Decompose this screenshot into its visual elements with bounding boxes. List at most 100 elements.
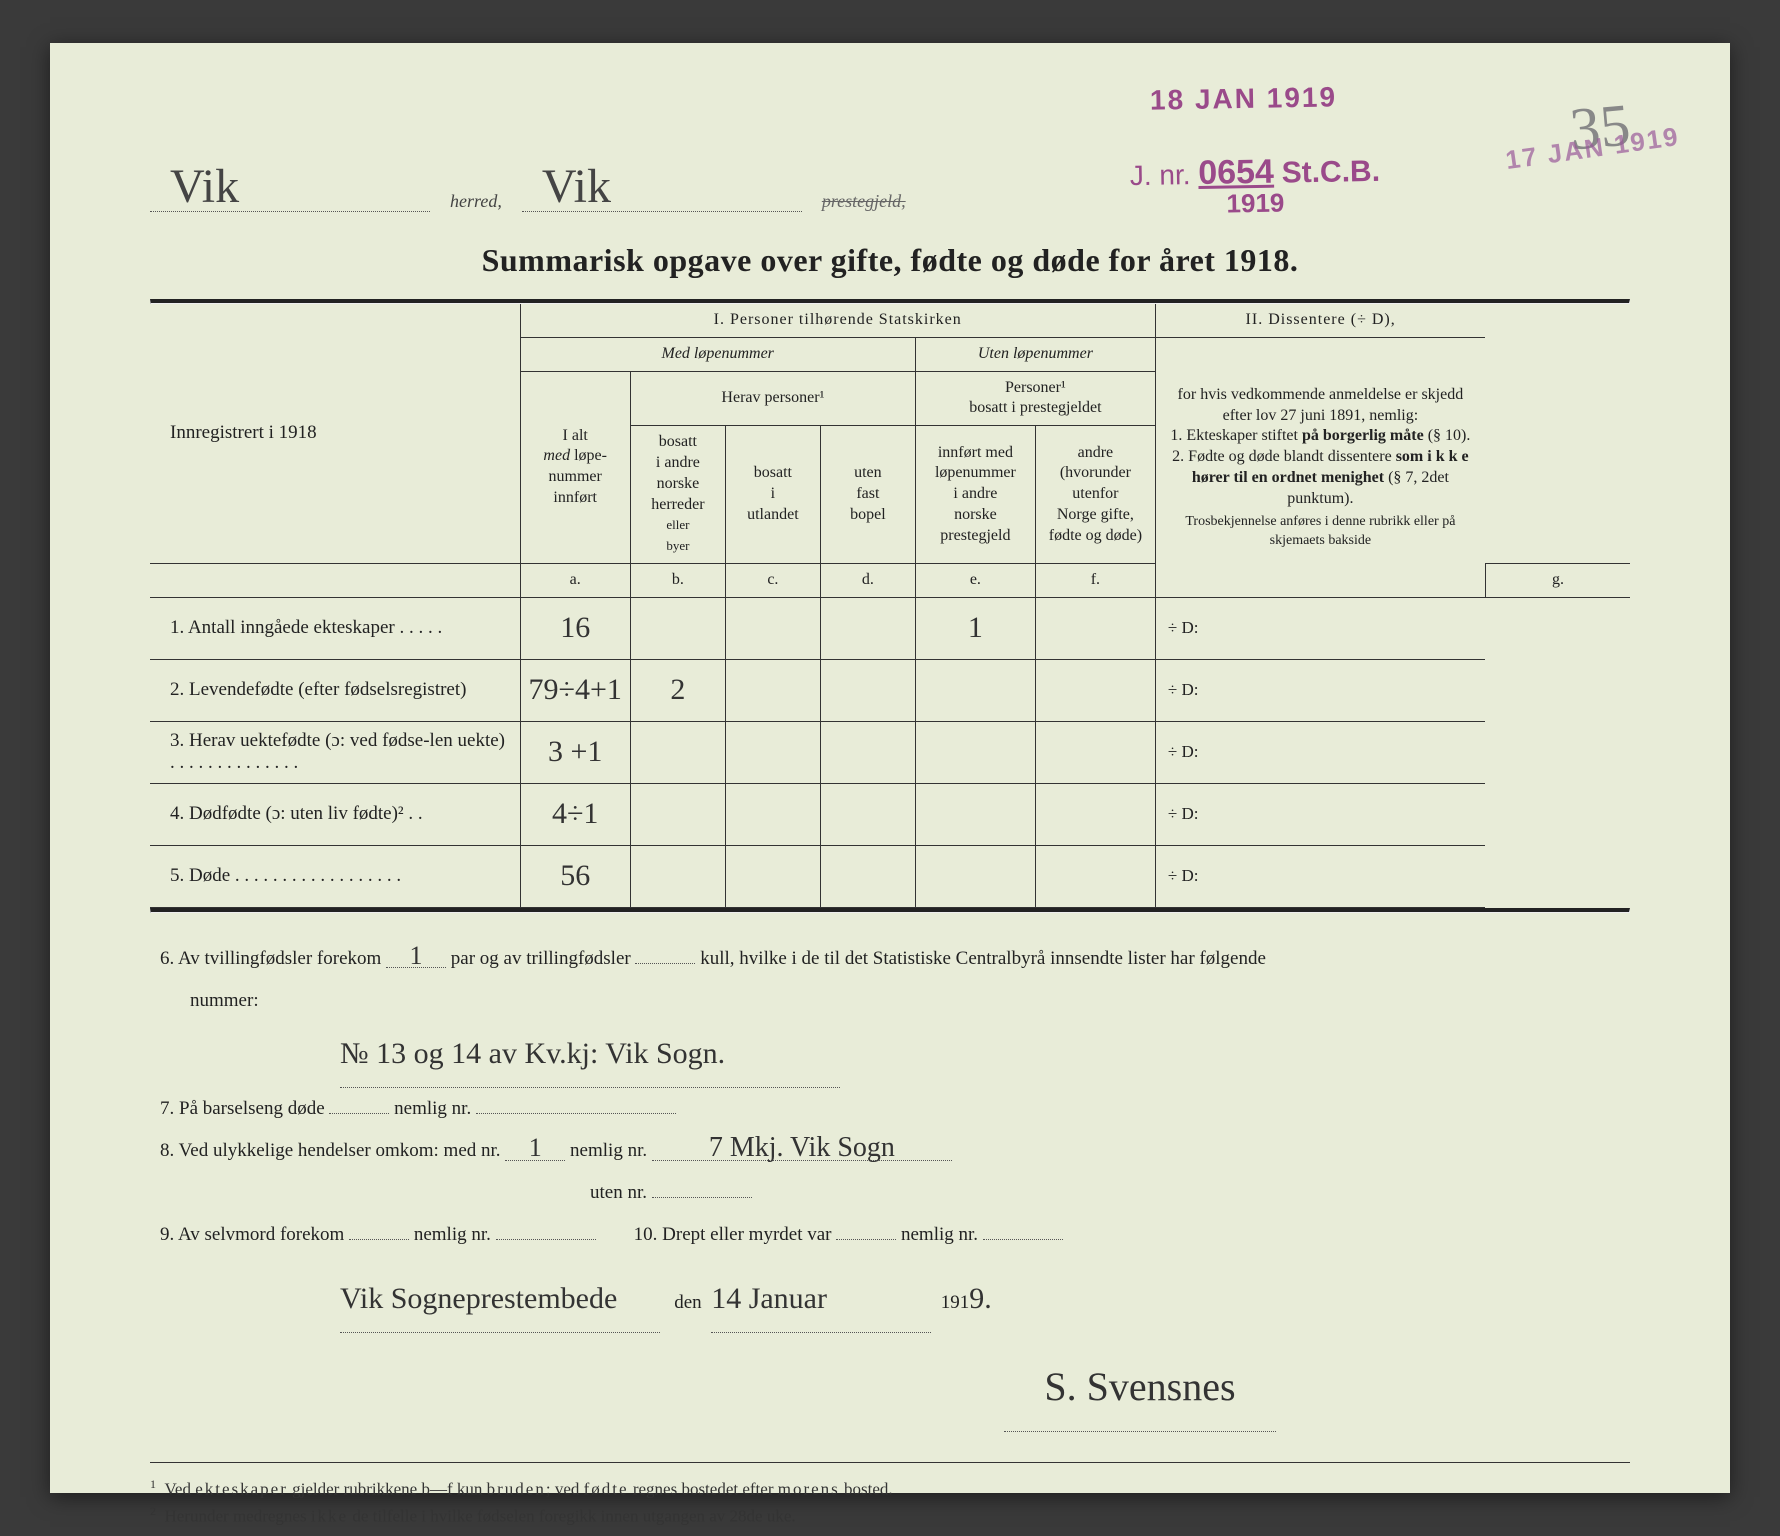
cell-d — [820, 845, 915, 907]
table-row: 2. Levendefødte (efter fødselsregistret)… — [150, 659, 1630, 721]
col-c-header: bosattiutlandet — [725, 426, 820, 564]
l6-text-a: 6. Av tvillingfødsler forekom — [160, 948, 381, 969]
cell-e — [915, 845, 1035, 907]
letter-a: a. — [520, 563, 630, 597]
line-7: 7. På barselseng døde nemlig nr. — [160, 1088, 1620, 1130]
journal-number-stamp: J. nr. 0654 St.C.B. 1919 — [1129, 151, 1380, 221]
year-prefix: 191 — [941, 1292, 970, 1313]
row-label: 1. Antall inngåede ekteskaper . . . . . — [150, 597, 520, 659]
cell-b: 2 — [630, 659, 725, 721]
herav-header: Herav personer¹ — [630, 371, 915, 426]
section2-header: II. Dissentere (÷ D), — [1155, 304, 1485, 337]
col-f-header: andre(hvorunderutenforNorge gifte,fødte … — [1035, 426, 1155, 564]
tvilling-count: 1 — [386, 944, 446, 968]
line-6d: nummer: — [160, 980, 1620, 1022]
prestegjeld-field: Vik — [522, 163, 802, 212]
cell-g: ÷ D: — [1155, 597, 1485, 659]
cell-e — [915, 783, 1035, 845]
cell-c — [725, 597, 820, 659]
table-row: 1. Antall inngåede ekteskaper . . . . . 1… — [150, 597, 1630, 659]
cell-c — [725, 721, 820, 783]
blank-letter — [150, 563, 520, 597]
stamps-region: 35 18 JAN 1919 J. nr. 0654 St.C.B. 1919 … — [950, 83, 1650, 263]
col-a-header: I altmed løpe-nummerinnført — [520, 371, 630, 563]
jnr-number: 0654 — [1198, 153, 1274, 192]
date-field: 14 Januar — [711, 1266, 931, 1333]
cell-a: 79÷4+1 — [520, 659, 630, 721]
cell-g: ÷ D: — [1155, 721, 1485, 783]
drept-nr — [983, 1239, 1063, 1240]
cell-e — [915, 721, 1035, 783]
l8-uten-label: uten nr. — [590, 1182, 647, 1203]
cell-g: ÷ D: — [1155, 783, 1485, 845]
cell-b — [630, 597, 725, 659]
lower-section: 6. Av tvillingfødsler forekom 1 par og a… — [150, 938, 1630, 1432]
cell-g: ÷ D: — [1155, 845, 1485, 907]
trilling-count — [635, 963, 695, 964]
cell-b — [630, 721, 725, 783]
footnote-1: 1 Ved ekteskaper gjelder rubrikkene b—f … — [150, 1475, 1630, 1503]
line-6: 6. Av tvillingfødsler forekom 1 par og a… — [160, 938, 1620, 980]
cell-f — [1035, 659, 1155, 721]
cell-e — [915, 659, 1035, 721]
barselseng-count — [329, 1113, 389, 1114]
cell-d — [820, 783, 915, 845]
cell-b — [630, 845, 725, 907]
l6-text-c: kull, hvilke i de til det Statistiske Ce… — [700, 948, 1266, 969]
cell-a: 56 — [520, 845, 630, 907]
letter-c: c. — [725, 563, 820, 597]
cell-f — [1035, 721, 1155, 783]
jnr-suffix: St.C.B. — [1281, 155, 1380, 190]
jnr-label: J. nr. — [1130, 159, 1191, 191]
letter-b: b. — [630, 563, 725, 597]
row-label: 4. Dødfødte (ɔ: uten liv fødte)² . . — [150, 783, 520, 845]
table-bottom-rule — [150, 908, 1630, 913]
line-6-hand: № 13 og 14 av Kv.kj: Vik Sogn. — [160, 1021, 1620, 1088]
den-label: den — [674, 1292, 701, 1313]
row-label: 5. Døde . . . . . . . . . . . . . . . . … — [150, 845, 520, 907]
line-8: 8. Ved ulykkelige hendelser omkom: med n… — [160, 1130, 1620, 1172]
selvmord-nr — [496, 1239, 596, 1240]
signature-line: Vik Sogneprestembede den 14 Januar 1919. — [160, 1266, 1620, 1333]
letter-e: e. — [915, 563, 1035, 597]
herred-field: Vik — [150, 163, 430, 212]
section1-header: I. Personer tilhørende Statskirken — [520, 304, 1155, 337]
cell-c — [725, 845, 820, 907]
footnote-2: 2 Herunder medregnes ikke de tilfelle i … — [150, 1502, 1630, 1530]
personer-bosatt-header: Personer¹bosatt i prestegjeldet — [915, 371, 1155, 426]
uten-header: Uten løpenummer — [915, 337, 1155, 371]
table-row: 5. Døde . . . . . . . . . . . . . . . . … — [150, 845, 1630, 907]
cell-c — [725, 783, 820, 845]
year-suffix: 9. — [969, 1266, 992, 1332]
signature-row: S. Svensnes — [160, 1343, 1620, 1432]
dissenter-text: for hvis vedkommende anmeldelse er skjed… — [1155, 337, 1485, 597]
l6-text-b: par og av trillingfødsler — [451, 948, 631, 969]
l7-text: 7. På barselseng døde — [160, 1098, 325, 1119]
place-field: Vik Sogneprestembede — [340, 1266, 660, 1333]
letter-d: d. — [820, 563, 915, 597]
cell-f — [1035, 597, 1155, 659]
ulykke-uten-nr — [652, 1197, 752, 1198]
signature: S. Svensnes — [1004, 1343, 1275, 1432]
footnotes: 1 Ved ekteskaper gjelder rubrikkene b—f … — [150, 1462, 1630, 1531]
cell-b — [630, 783, 725, 845]
col-e-header: innført medløpenummeri andrenorskepreste… — [915, 426, 1035, 564]
table-row: 4. Dødfødte (ɔ: uten liv fødte)² . .4÷1 ÷… — [150, 783, 1630, 845]
l10-nemlig: nemlig nr. — [901, 1224, 978, 1245]
med-header: Med løpenummer — [520, 337, 915, 371]
letter-g: g. — [1485, 563, 1630, 597]
drept-count — [836, 1239, 896, 1240]
table-row: 3. Herav uektefødte (ɔ: ved fødse-len ue… — [150, 721, 1630, 783]
innregistrert-header: Innregistrert i 1918 — [150, 304, 520, 563]
l9-text: 9. Av selvmord forekom — [160, 1224, 344, 1245]
cell-e: 1 — [915, 597, 1035, 659]
ulykke-med-count: 1 — [505, 1136, 565, 1160]
line-8c: uten nr. — [160, 1172, 1620, 1214]
cell-f — [1035, 845, 1155, 907]
cell-a: 4÷1 — [520, 783, 630, 845]
selvmord-count — [349, 1239, 409, 1240]
row-label: 2. Levendefødte (efter fødselsregistret) — [150, 659, 520, 721]
prestegjeld-label: prestegjeld, — [822, 191, 906, 212]
row-label: 3. Herav uektefødte (ɔ: ved fødse-len ue… — [150, 721, 520, 783]
tvilling-numbers: № 13 og 14 av Kv.kj: Vik Sogn. — [340, 1021, 840, 1088]
